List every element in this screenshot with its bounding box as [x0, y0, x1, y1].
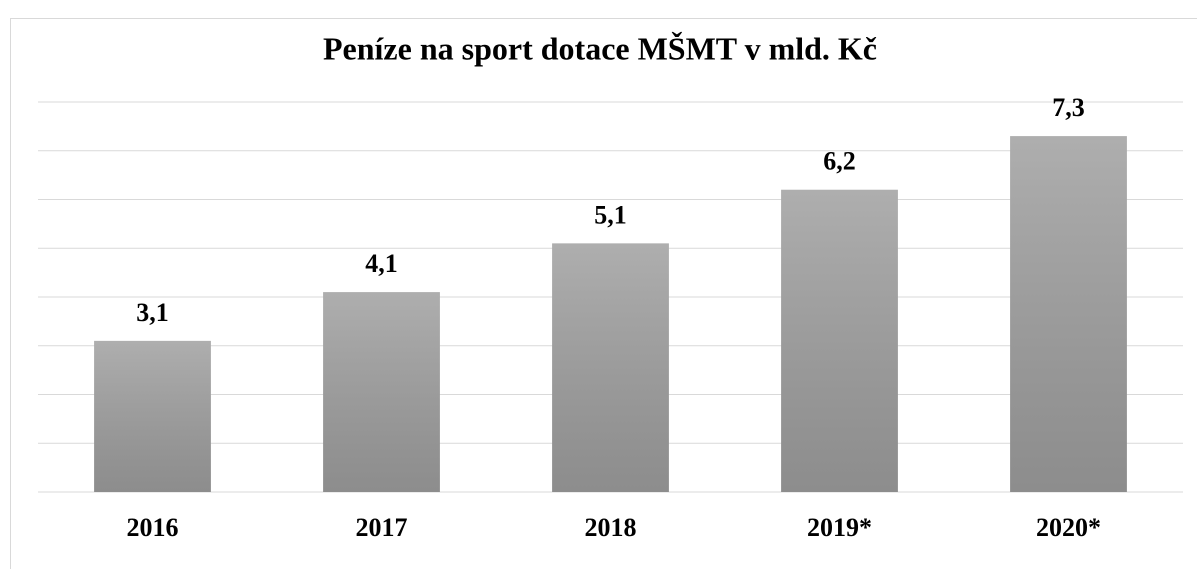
- data-label: 7,3: [1052, 93, 1085, 122]
- x-tick-label: 2017: [356, 513, 408, 542]
- bar-shade: [781, 190, 898, 492]
- bar-shade: [1010, 136, 1127, 492]
- data-label: 6,2: [823, 147, 856, 176]
- x-tick-label: 2019*: [807, 513, 872, 542]
- data-label: 4,1: [365, 249, 398, 278]
- data-label: 5,1: [594, 200, 627, 229]
- data-label: 3,1: [136, 298, 169, 327]
- x-tick-label: 2016: [127, 513, 179, 542]
- bar-shade: [323, 292, 440, 492]
- bar-shade: [552, 243, 669, 492]
- x-tick-label: 2020*: [1036, 513, 1101, 542]
- chart-title: Peníze na sport dotace MŠMT v mld. Kč: [323, 30, 877, 66]
- x-tick-label: 2018: [585, 513, 637, 542]
- bar-shade: [94, 341, 211, 492]
